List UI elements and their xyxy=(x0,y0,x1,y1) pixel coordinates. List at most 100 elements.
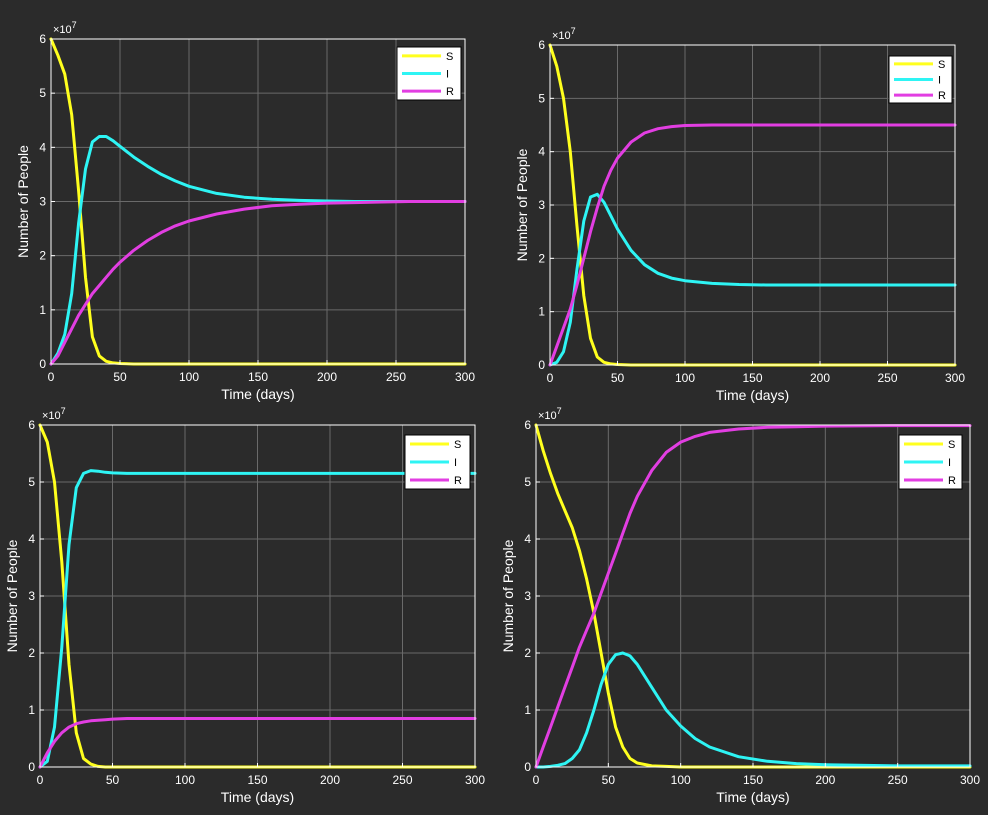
series-line-R xyxy=(548,123,957,367)
x-tick-label: 0 xyxy=(48,370,55,384)
y-tick-label: 6 xyxy=(39,32,46,46)
y-tick-label: 2 xyxy=(39,249,46,263)
x-tick-label: 0 xyxy=(533,773,540,787)
exponent-base: ×10 xyxy=(538,410,557,422)
x-tick-label: 300 xyxy=(465,773,485,787)
y-exponent-label: ×107 xyxy=(538,406,562,422)
legend-label-R: R xyxy=(446,86,454,98)
x-tick-label: 150 xyxy=(248,370,268,384)
exponent-base: ×10 xyxy=(42,410,61,422)
x-tick-label: 50 xyxy=(602,773,616,787)
y-tick-label: 5 xyxy=(538,91,545,105)
x-tick-label: 250 xyxy=(888,773,908,787)
y-tick-label: 6 xyxy=(538,38,545,52)
legend: SIR xyxy=(888,55,953,104)
y-axis-label: Number of People xyxy=(514,148,530,261)
legend-label-I: I xyxy=(454,457,457,469)
exponent-power: 7 xyxy=(61,406,66,416)
x-tick-label: 50 xyxy=(611,371,625,385)
y-axis-label: Number of People xyxy=(15,145,31,258)
x-tick-label: 200 xyxy=(320,773,340,787)
x-axis-label: Time (days) xyxy=(716,789,789,805)
y-tick-label: 5 xyxy=(28,475,35,489)
x-tick-label: 100 xyxy=(671,773,691,787)
x-tick-label: 100 xyxy=(675,371,695,385)
legend: SIR xyxy=(396,46,462,101)
legend-label-R: R xyxy=(454,475,462,487)
x-tick-label: 100 xyxy=(179,370,199,384)
series-line-I xyxy=(548,192,957,367)
x-tick-label: 150 xyxy=(247,773,267,787)
y-tick-label: 1 xyxy=(524,703,531,717)
y-tick-label: 1 xyxy=(538,305,545,319)
y-tick-label: 2 xyxy=(538,251,545,265)
x-tick-label: 200 xyxy=(317,370,337,384)
y-tick-label: 3 xyxy=(28,589,35,603)
y-tick-label: 2 xyxy=(524,646,531,660)
y-tick-label: 4 xyxy=(28,532,35,546)
legend-label-R: R xyxy=(938,90,946,102)
legend-label-S: S xyxy=(446,51,453,63)
subplot-4: 0 50 100 150 200 250 300 0 1 2 3 4 5 6 ×107 Time (days)… xyxy=(500,406,980,805)
series-line-I xyxy=(38,469,477,769)
subplot-3: 0 50 100 150 200 250 300 0 1 2 3 4 5 6 ×107 Time (days)… xyxy=(4,406,485,805)
y-tick-label: 4 xyxy=(538,145,545,159)
legend: SIR xyxy=(898,434,963,490)
legend: SIR xyxy=(404,434,471,490)
x-tick-label: 250 xyxy=(877,371,897,385)
legend-label-I: I xyxy=(948,457,951,469)
exponent-power: 7 xyxy=(72,20,77,30)
x-tick-label: 100 xyxy=(175,773,195,787)
subplot-2: 0 50 100 150 200 250 300 0 1 2 3 4 5 6 ×107 Time (days)… xyxy=(514,26,965,403)
x-tick-label: 200 xyxy=(810,371,830,385)
y-tick-label: 0 xyxy=(538,358,545,372)
y-tick-label: 3 xyxy=(39,195,46,209)
y-tick-label: 1 xyxy=(28,703,35,717)
series-line-I xyxy=(534,651,972,769)
y-tick-label: 5 xyxy=(39,86,46,100)
x-tick-label: 300 xyxy=(945,371,965,385)
series-line-R xyxy=(534,424,972,769)
y-axis-label: Number of People xyxy=(4,539,20,652)
y-exponent-label: ×107 xyxy=(42,406,66,422)
x-tick-label: 0 xyxy=(37,773,44,787)
y-tick-label: 6 xyxy=(524,418,531,432)
y-tick-label: 0 xyxy=(28,760,35,774)
legend-label-S: S xyxy=(938,59,945,71)
series-line-R xyxy=(49,200,467,366)
x-tick-label: 0 xyxy=(547,371,554,385)
legend-label-S: S xyxy=(948,439,955,451)
x-axis-label: Time (days) xyxy=(221,789,294,805)
x-tick-label: 50 xyxy=(113,370,127,384)
y-tick-label: 6 xyxy=(28,418,35,432)
y-tick-label: 4 xyxy=(39,140,46,154)
x-tick-label: 300 xyxy=(960,773,980,787)
y-tick-label: 4 xyxy=(524,532,531,546)
y-exponent-label: ×107 xyxy=(552,26,576,42)
subplot-1: 0 50 100 150 200 250 300 0 1 2 3 4 5 6 ×107 Time (days)… xyxy=(15,20,475,402)
x-tick-label: 300 xyxy=(455,370,475,384)
x-tick-label: 150 xyxy=(743,773,763,787)
x-axis-label: Time (days) xyxy=(221,386,294,402)
y-axis-label: Number of People xyxy=(500,539,516,652)
exponent-power: 7 xyxy=(557,406,562,416)
legend-label-R: R xyxy=(948,475,956,487)
y-tick-label: 0 xyxy=(524,760,531,774)
x-tick-label: 50 xyxy=(106,773,120,787)
x-tick-label: 250 xyxy=(392,773,412,787)
x-tick-label: 200 xyxy=(815,773,835,787)
y-tick-label: 5 xyxy=(524,475,531,489)
series-line-R xyxy=(38,717,477,769)
exponent-base: ×10 xyxy=(552,30,571,42)
y-exponent-label: ×107 xyxy=(53,20,77,36)
y-tick-label: 3 xyxy=(524,589,531,603)
y-tick-label: 3 xyxy=(538,198,545,212)
y-tick-label: 0 xyxy=(39,357,46,371)
exponent-power: 7 xyxy=(571,26,576,36)
legend-label-I: I xyxy=(938,75,941,87)
y-tick-label: 1 xyxy=(39,303,46,317)
x-tick-label: 150 xyxy=(742,371,762,385)
y-tick-label: 2 xyxy=(28,646,35,660)
